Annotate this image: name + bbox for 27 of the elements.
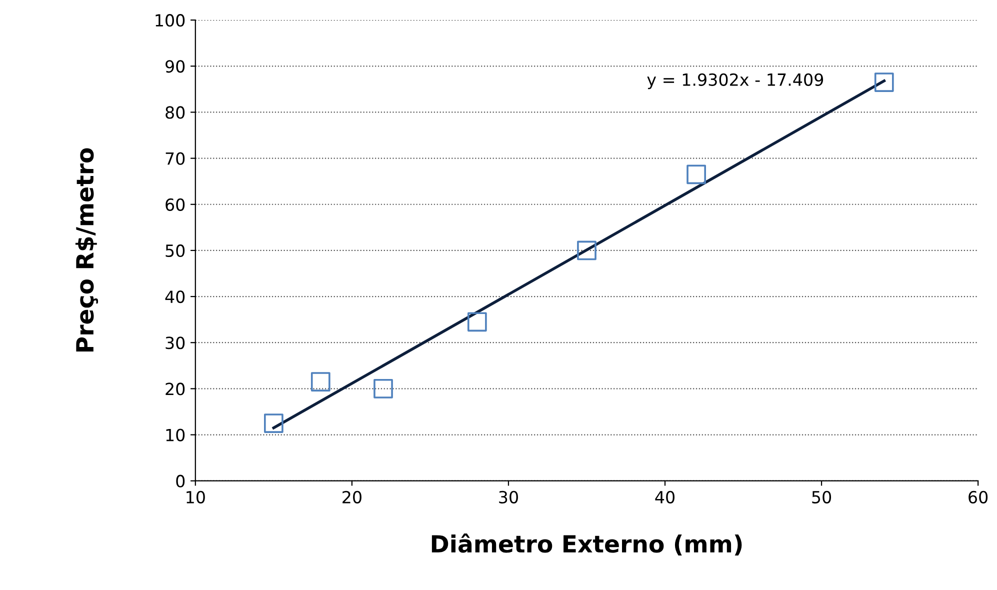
point <box>310 372 330 392</box>
y-tick-label: 90 <box>166 60 185 73</box>
point <box>686 164 706 184</box>
x-tick-label: 50 <box>812 490 832 504</box>
y-axis-title: Preço R$/metro <box>75 148 98 352</box>
y-tick-label: 70 <box>166 152 185 165</box>
y-tick-label: 0 <box>176 474 185 488</box>
x-tick-label: 40 <box>655 490 674 504</box>
y-tick-label: 80 <box>166 106 185 119</box>
point <box>577 240 596 260</box>
y-tick-label: 10 <box>166 428 185 442</box>
y-tick-label: 30 <box>166 336 185 350</box>
annotation: y = 1.9302x - 17.409 <box>647 73 824 90</box>
y-tick-label: 60 <box>166 198 185 211</box>
x-axis-title: Diâmetro Externo (mm) <box>432 534 742 556</box>
x-tick-label: 60 <box>968 490 988 504</box>
x-tick-label: 20 <box>342 490 362 504</box>
point <box>264 414 284 433</box>
x-tick-label: 10 <box>186 490 205 504</box>
y-tick-label: 100 <box>156 14 185 27</box>
point <box>874 72 894 92</box>
x-tick-label: 30 <box>499 490 518 504</box>
point <box>374 379 393 398</box>
y-tick-label: 20 <box>166 382 185 396</box>
point <box>467 312 487 332</box>
y-tick-label: 50 <box>166 244 185 258</box>
y-tick-label: 40 <box>165 290 185 304</box>
